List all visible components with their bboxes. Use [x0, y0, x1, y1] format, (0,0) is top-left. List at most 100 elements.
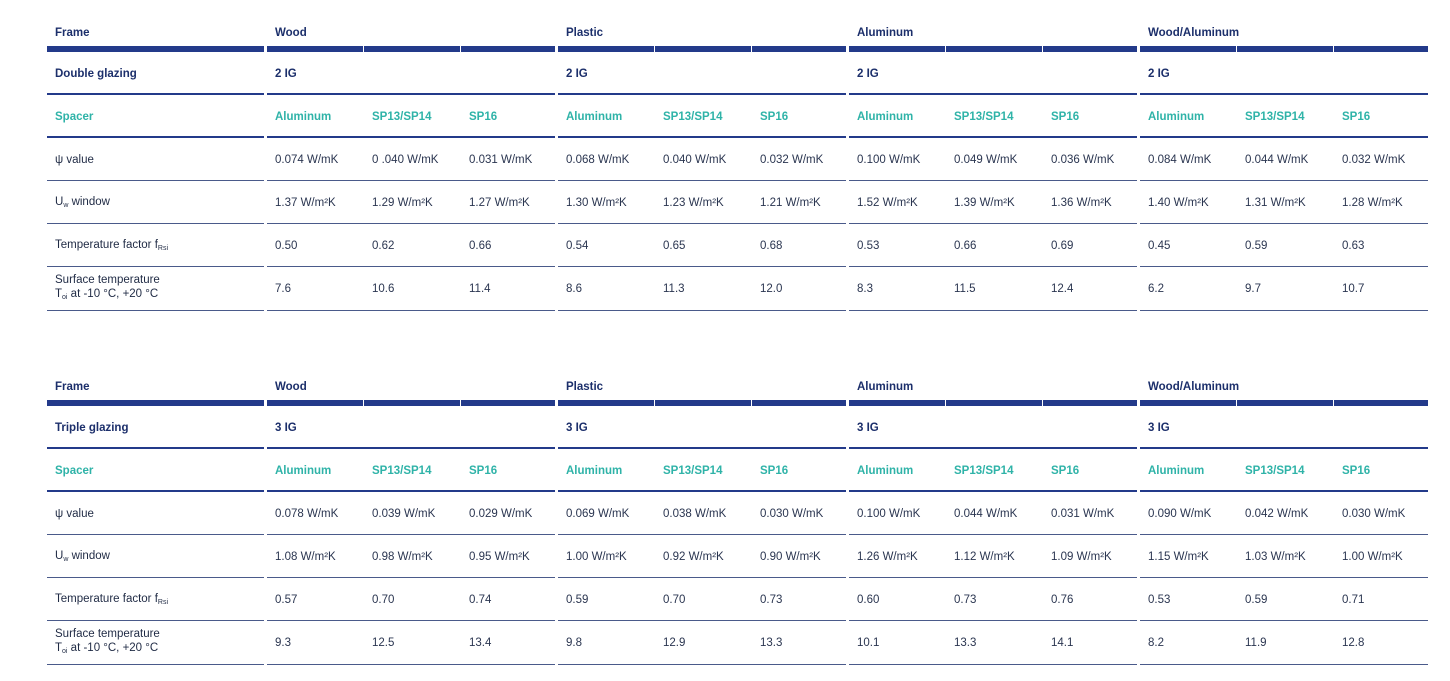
row-divider: [461, 310, 555, 311]
row-divider: [47, 400, 264, 406]
row-divider: [1140, 223, 1237, 224]
spacer-type-text: SP16: [1342, 110, 1371, 123]
tf-label: Temperature factor fRsi: [47, 224, 267, 267]
tf-value: 0.57: [275, 593, 298, 606]
row-divider: [849, 620, 946, 621]
uw-value: 1.23 W/m²K: [663, 196, 724, 209]
tf-label: Temperature factor fRsi: [47, 578, 267, 621]
row-divider: [1140, 620, 1237, 621]
frame-header: Plastic: [558, 368, 849, 406]
psi-value: 0.069 W/mK: [566, 507, 630, 520]
psi-cell: 0.036 W/mK: [1043, 138, 1140, 181]
row-divider: [267, 223, 364, 224]
row-divider: [461, 400, 555, 406]
row-divider: [1334, 400, 1428, 406]
spacer-type: Aluminum: [1140, 449, 1237, 492]
spacer-type-text: SP16: [1051, 464, 1080, 477]
st-value: 9.7: [1245, 283, 1261, 295]
tf-value: 0.73: [954, 593, 977, 606]
tf-value: 0.70: [663, 593, 686, 606]
row-divider: [946, 223, 1043, 224]
spacer-type: SP16: [1334, 449, 1431, 492]
frame-header: Aluminum: [849, 368, 1140, 406]
tf-cell: 0.70: [364, 578, 461, 621]
row-divider: [558, 400, 654, 406]
temperature-factor-row: Temperature factor fRsi 0.57 0.70 0.74 0.59 0…: [47, 578, 1431, 621]
row-divider: [849, 664, 946, 665]
row-divider: [752, 620, 846, 621]
row-divider: [752, 490, 846, 492]
st-value: 13.4: [469, 637, 492, 649]
row-divider: [364, 664, 461, 665]
row-divider: [1043, 534, 1137, 535]
st-label: Surface temperature Toi at -10 °C, +20 °C: [47, 621, 267, 665]
uw-cell: 0.92 W/m²K: [655, 535, 752, 578]
row-divider: [849, 136, 946, 138]
st-label-line2: Toi at -10 °C, +20 °C: [55, 641, 158, 659]
spacer-type: SP13/SP14: [946, 95, 1043, 138]
uw-value: 1.28 W/m²K: [1342, 196, 1403, 209]
uw-symbol: U: [55, 550, 64, 562]
st-value: 13.3: [954, 637, 977, 649]
spacer-type: SP13/SP14: [655, 449, 752, 492]
spacer-type: SP16: [461, 449, 558, 492]
uw-cell: 1.03 W/m²K: [1237, 535, 1334, 578]
row-divider: [461, 664, 555, 665]
st-value: 8.6: [566, 283, 582, 295]
uw-cell: 1.26 W/m²K: [849, 535, 946, 578]
psi-cell: 0.042 W/mK: [1237, 492, 1334, 535]
psi-value-row: ψ value 0.078 W/mK 0.039 W/mK 0.029 W/mK 0.0…: [47, 492, 1431, 535]
st-value: 13.3: [760, 637, 783, 649]
st-cell: 12.5: [364, 621, 461, 665]
frame-name: Aluminum: [857, 381, 914, 393]
row-divider: [1140, 664, 1237, 665]
st-cell: 13.3: [752, 621, 849, 665]
psi-cell: 0.032 W/mK: [1334, 138, 1431, 181]
glazing-value-text: 3 IG: [566, 421, 588, 434]
row-divider: [1043, 136, 1137, 138]
uw-cell: 1.40 W/m²K: [1140, 181, 1237, 224]
tf-value: 0.59: [566, 593, 589, 606]
uw-value: 0.98 W/m²K: [372, 550, 433, 563]
spacer-type: SP13/SP14: [364, 95, 461, 138]
row-divider: [364, 46, 460, 52]
glazing-value-text: 2 IG: [566, 67, 588, 80]
glazing-value: 2 IG: [267, 52, 558, 95]
tf-value: 0.71: [1342, 593, 1365, 606]
spacer-type-text: SP16: [760, 464, 789, 477]
row-divider: [461, 534, 555, 535]
tf-value: 0.62: [372, 239, 395, 252]
st-cell: 12.4: [1043, 267, 1140, 311]
row-divider: [558, 223, 655, 224]
psi-value: 0.038 W/mK: [663, 507, 727, 520]
tf-value: 0.65: [663, 239, 686, 252]
row-divider: [752, 46, 846, 52]
row-divider: [752, 266, 846, 267]
row-divider: [267, 534, 364, 535]
row-divider: [1237, 534, 1334, 535]
row-divider: [558, 180, 655, 181]
spacer-type: SP16: [752, 449, 849, 492]
spacer-type-text: Aluminum: [566, 464, 623, 477]
row-divider: [461, 577, 555, 578]
row-divider: [47, 620, 264, 621]
row-divider: [47, 180, 264, 181]
row-divider: [558, 664, 655, 665]
st-label-rest: at -10 °C, +20 °C: [67, 288, 159, 300]
uw-subscript: w: [63, 556, 69, 563]
frame-header: Wood: [267, 14, 558, 52]
glazing-value: 3 IG: [267, 406, 558, 449]
psi-cell: 0.100 W/mK: [849, 492, 946, 535]
tf-value: 0.59: [1245, 593, 1268, 606]
psi-cell: 0.029 W/mK: [461, 492, 558, 535]
uw-label-text: Uw window: [55, 196, 110, 209]
uw-value: 1.31 W/m²K: [1245, 196, 1306, 209]
row-divider: [364, 223, 461, 224]
uw-cell: 1.36 W/m²K: [1043, 181, 1140, 224]
row-divider: [1237, 620, 1334, 621]
uw-value: 1.36 W/m²K: [1051, 196, 1112, 209]
uw-cell: 1.27 W/m²K: [461, 181, 558, 224]
tf-label-text: Temperature factor fRsi: [55, 593, 168, 606]
tf-cell: 0.63: [1334, 224, 1431, 267]
row-divider: [1140, 46, 1236, 52]
